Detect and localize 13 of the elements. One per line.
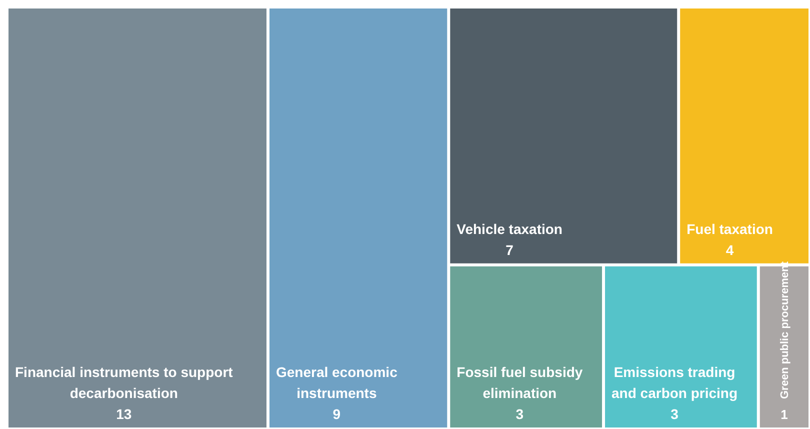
data-label: 3 [670, 406, 679, 422]
category-label: Financial instruments to support decarbonisation [15, 364, 234, 401]
category-label: Vehicle taxation [456, 220, 562, 237]
category-label: General economic instruments [276, 364, 398, 401]
data-label: 13 [116, 406, 132, 422]
category-label: Fuel taxation [686, 220, 773, 237]
data-label: 4 [726, 242, 734, 258]
data-label: 3 [516, 406, 524, 422]
data-label: 7 [506, 242, 514, 258]
category-label: Fossil fuel subsidy elimination [456, 364, 583, 401]
data-label: 9 [332, 406, 341, 422]
data-label: 1 [780, 407, 788, 422]
category-label: Emissions trading and carbon pricing [612, 364, 738, 401]
